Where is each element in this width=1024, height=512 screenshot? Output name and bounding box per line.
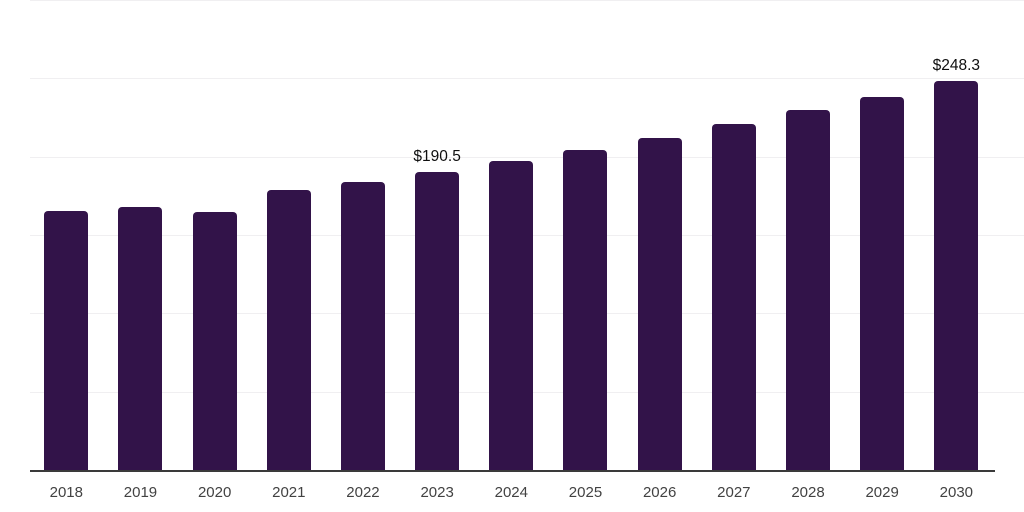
x-tick-label-2029: 2029 bbox=[865, 484, 899, 501]
x-tick-label-2021: 2021 bbox=[272, 484, 306, 501]
x-tick-label-2024: 2024 bbox=[494, 484, 528, 501]
bar-2030 bbox=[934, 80, 979, 470]
bar-2018 bbox=[44, 210, 89, 470]
bar-2020 bbox=[192, 211, 237, 470]
x-tick-label-2022: 2022 bbox=[346, 484, 380, 501]
bar-2029 bbox=[860, 96, 905, 470]
x-axis-line bbox=[30, 470, 995, 472]
x-tick-label-2023: 2023 bbox=[420, 484, 454, 501]
bar-2024 bbox=[489, 160, 534, 470]
x-tick-label-2028: 2028 bbox=[791, 484, 825, 501]
bar-2026 bbox=[637, 137, 682, 470]
bar-2022 bbox=[340, 181, 385, 470]
x-tick-label-2020: 2020 bbox=[197, 484, 232, 501]
value-label-2030: $248.3 bbox=[932, 56, 981, 74]
x-tick-label-2025: 2025 bbox=[568, 484, 603, 501]
x-tick-label-2030: 2030 bbox=[939, 484, 974, 501]
bar-2028 bbox=[786, 109, 830, 470]
bar-2019 bbox=[118, 206, 163, 470]
gridline bbox=[30, 78, 1024, 80]
bar-2021 bbox=[266, 189, 311, 470]
bar-2025 bbox=[563, 150, 608, 470]
bar-2023 bbox=[415, 171, 460, 470]
value-label-2023: $190.5 bbox=[413, 147, 461, 165]
gridline bbox=[30, 0, 1024, 1]
x-tick-label-2026: 2026 bbox=[642, 484, 677, 501]
x-tick-label-2019: 2019 bbox=[123, 484, 158, 501]
bar-2027 bbox=[711, 124, 756, 470]
x-tick-label-2018: 2018 bbox=[49, 484, 83, 501]
x-tick-label-2027: 2027 bbox=[717, 484, 751, 501]
